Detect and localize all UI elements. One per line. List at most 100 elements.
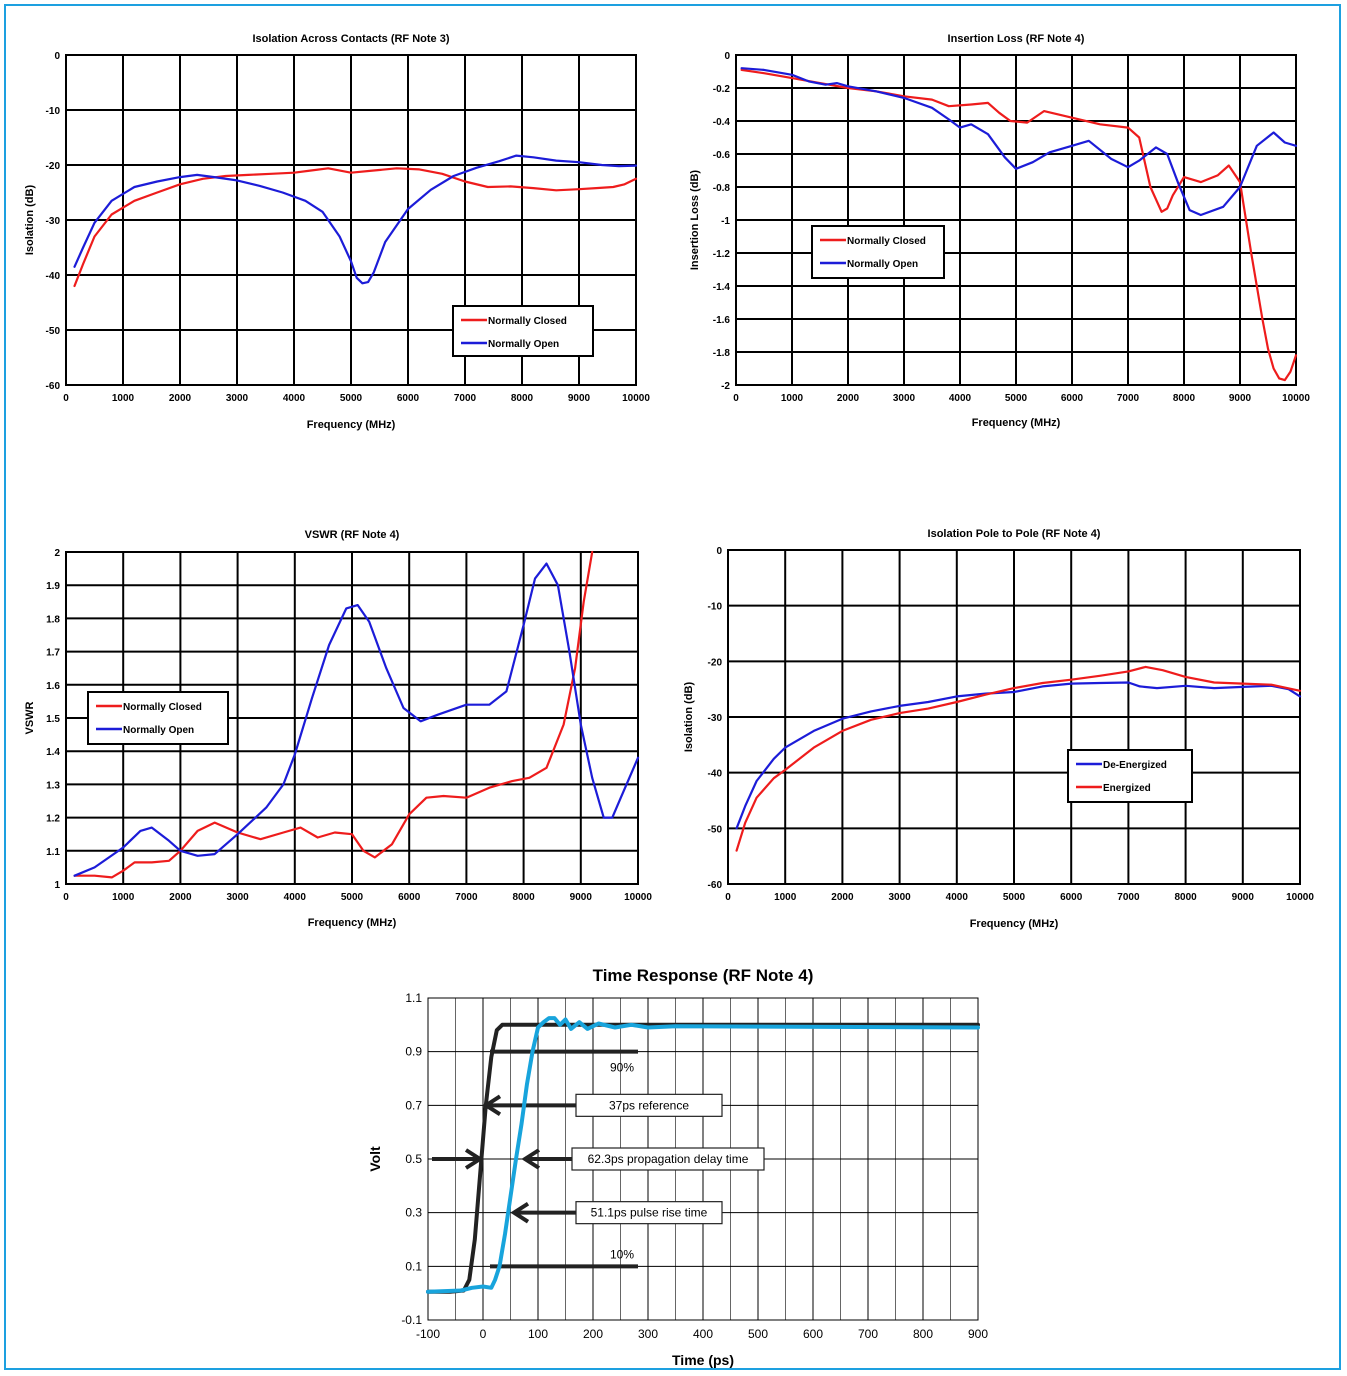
x-tick-label: 9000 bbox=[1229, 393, 1252, 404]
annotation-delay-label: 62.3ps propagation delay time bbox=[588, 1152, 749, 1166]
x-tick-label: 0 bbox=[63, 892, 69, 903]
x-tick-label: 3000 bbox=[226, 892, 249, 903]
x-tick-label: 5000 bbox=[1005, 393, 1028, 404]
legend-entry: Normally Closed bbox=[847, 236, 926, 247]
x-tick-label: 2000 bbox=[831, 892, 854, 903]
y-tick-label: 1.5 bbox=[46, 714, 60, 725]
y-tick-label: -20 bbox=[46, 161, 61, 172]
x-tick-label: 0 bbox=[725, 892, 731, 903]
legend-entry: Normally Closed bbox=[123, 702, 202, 713]
x-tick-label: 3000 bbox=[893, 393, 916, 404]
y-tick-label: -0.8 bbox=[713, 183, 731, 194]
chart-time_response: -100 0 100 200 300 400 500 600 700 800 900 1.1 0.9 0.… bbox=[367, 966, 988, 1368]
y-tick-label: -1.2 bbox=[713, 249, 731, 260]
legend-entry: Energized bbox=[1103, 783, 1151, 794]
chart-title: Isolation Pole to Pole (RF Note 4) bbox=[928, 528, 1101, 540]
x-tick-label: 900 bbox=[968, 1327, 988, 1341]
plot-border bbox=[65, 54, 637, 386]
y-tick-label: -0.4 bbox=[713, 117, 731, 128]
annotation-rise-label: 51.1ps pulse rise time bbox=[591, 1206, 708, 1220]
x-tick-label: 9000 bbox=[1232, 892, 1255, 903]
y-tick-label: -1 bbox=[721, 216, 730, 227]
chart-title: VSWR (RF Note 4) bbox=[305, 529, 400, 541]
y-tick-label: 1.7 bbox=[46, 648, 60, 659]
annotation-reference-box bbox=[575, 1093, 723, 1117]
x-tick-label: 2000 bbox=[169, 393, 192, 404]
x-axis-label: Frequency (MHz) bbox=[307, 419, 396, 431]
y-tick-label: 1.1 bbox=[405, 991, 422, 1005]
y-tick-label: 0 bbox=[54, 51, 60, 62]
y-tick-label: -0.2 bbox=[713, 84, 731, 95]
series-line-1 bbox=[73, 154, 638, 285]
series-line-1 bbox=[735, 665, 1302, 852]
legend-entry: Normally Open bbox=[488, 339, 559, 350]
x-tick-label: 8000 bbox=[512, 892, 535, 903]
series-line-0 bbox=[73, 550, 594, 879]
x-tick-label: 1000 bbox=[774, 892, 797, 903]
y-axis-label: Isolation (dB) bbox=[24, 185, 36, 256]
y-tick-label: -0.6 bbox=[713, 150, 731, 161]
series-line-0 bbox=[740, 68, 1298, 382]
chart-iso_pole: 0 1000 2000 3000 4000 5000 6000 7000 8000 9000 100… bbox=[683, 528, 1314, 930]
y-tick-label: 0.9 bbox=[405, 1045, 422, 1059]
plot-border bbox=[427, 997, 979, 1321]
y-tick-label: 2 bbox=[54, 548, 60, 559]
y-tick-label: 1.9 bbox=[46, 581, 60, 592]
x-axis-label: Frequency (MHz) bbox=[970, 918, 1059, 930]
y-tick-label: 1.3 bbox=[46, 780, 60, 791]
y-tick-label: -0.1 bbox=[401, 1313, 422, 1327]
legend-box bbox=[811, 225, 945, 279]
annotation-90: 90% bbox=[610, 1061, 634, 1075]
y-tick-label: 0.1 bbox=[405, 1259, 422, 1273]
legend: De-Energized Energized bbox=[1067, 749, 1193, 803]
chart-title: Time Response (RF Note 4) bbox=[593, 966, 814, 985]
x-tick-label: 3000 bbox=[226, 393, 249, 404]
x-tick-label: 6000 bbox=[1060, 892, 1083, 903]
x-tick-label: 6000 bbox=[1061, 393, 1084, 404]
y-tick-label: 0 bbox=[716, 546, 722, 557]
y-tick-label: -1.6 bbox=[713, 315, 731, 326]
x-tick-label: 6000 bbox=[398, 892, 421, 903]
arrow-delay-right-head bbox=[521, 1148, 541, 1170]
y-tick-label: -10 bbox=[46, 106, 61, 117]
x-tick-label: 0 bbox=[733, 393, 739, 404]
x-tick-label: 7000 bbox=[454, 393, 477, 404]
annotation-reference-label: 37ps reference bbox=[609, 1098, 689, 1112]
y-axis-label: Volt bbox=[367, 1146, 383, 1172]
legend-entry: Normally Open bbox=[847, 259, 918, 270]
y-tick-label: -50 bbox=[46, 326, 61, 337]
series-line-1 bbox=[73, 562, 640, 877]
x-tick-label: 700 bbox=[858, 1327, 878, 1341]
series-line-0 bbox=[735, 681, 1302, 830]
y-tick-label: -20 bbox=[708, 657, 723, 668]
y-tick-label: -60 bbox=[46, 381, 61, 392]
x-axis-label: Frequency (MHz) bbox=[308, 917, 397, 929]
y-axis-label: VSWR bbox=[24, 701, 36, 734]
x-tick-label: 9000 bbox=[570, 892, 593, 903]
x-tick-label: 1000 bbox=[112, 393, 135, 404]
x-axis-label: Frequency (MHz) bbox=[972, 417, 1061, 429]
y-tick-label: 0.7 bbox=[405, 1098, 422, 1112]
x-tick-label: 5000 bbox=[340, 393, 363, 404]
y-tick-label: 1.4 bbox=[46, 747, 60, 758]
annotation-delay-box bbox=[571, 1147, 765, 1171]
legend-box bbox=[87, 691, 229, 745]
y-tick-label: 1.8 bbox=[46, 614, 60, 625]
y-tick-label: -40 bbox=[708, 769, 723, 780]
x-tick-label: 4000 bbox=[284, 892, 307, 903]
legend-entry: De-Energized bbox=[1103, 760, 1167, 771]
plot-border bbox=[735, 54, 1297, 386]
y-tick-label: -50 bbox=[708, 824, 723, 835]
x-tick-label: 400 bbox=[693, 1327, 713, 1341]
x-tick-label: 4000 bbox=[283, 393, 306, 404]
y-tick-label: -30 bbox=[708, 713, 723, 724]
annotation-10: 10% bbox=[610, 1247, 634, 1261]
chart-title: Insertion Loss (RF Note 4) bbox=[948, 33, 1085, 45]
legend: Normally Closed Normally Open bbox=[87, 691, 229, 745]
y-tick-label: 1.6 bbox=[46, 681, 60, 692]
chart-title: Isolation Across Contacts (RF Note 3) bbox=[252, 33, 449, 45]
x-tick-label: 5000 bbox=[341, 892, 364, 903]
x-tick-label: 300 bbox=[638, 1327, 658, 1341]
x-tick-label: 7000 bbox=[1117, 393, 1140, 404]
legend-box bbox=[1067, 749, 1193, 803]
